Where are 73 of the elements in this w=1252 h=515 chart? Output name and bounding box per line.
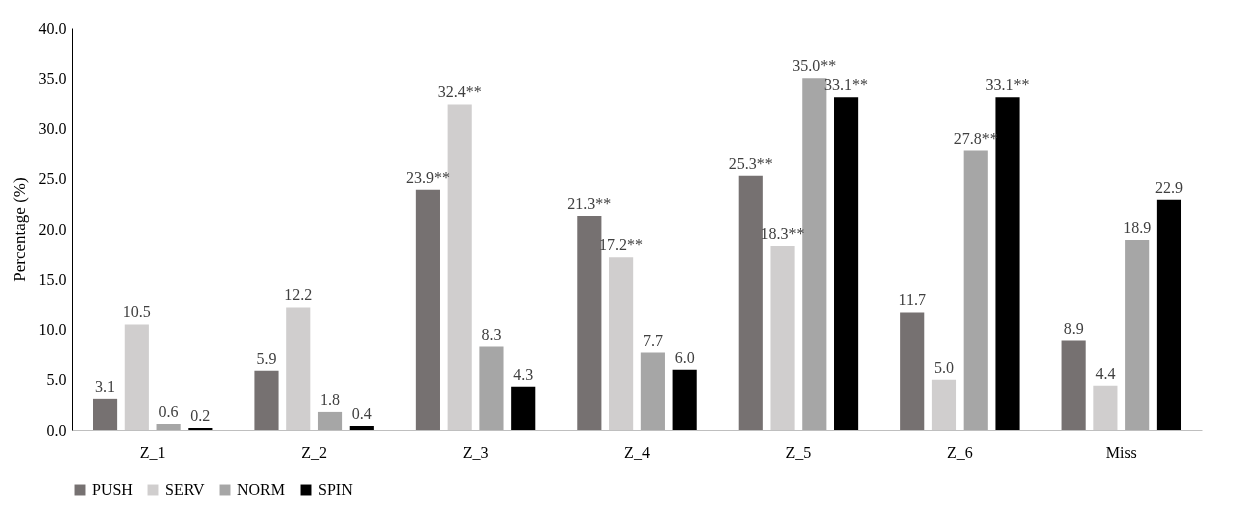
data-label: 22.9 [1154, 178, 1183, 196]
legend-label: SERV [165, 481, 206, 498]
data-label: 8.9 [1063, 319, 1084, 337]
data-label: 7.7 [642, 331, 663, 349]
data-label: 4.3 [513, 365, 534, 383]
data-label: 8.3 [481, 325, 502, 343]
y-tick-label: 15.0 [38, 270, 67, 288]
bar [188, 427, 213, 430]
y-tick-label: 25.0 [38, 170, 67, 188]
data-label: 5.9 [256, 349, 277, 367]
data-label: 33.1** [985, 76, 1030, 94]
bar [124, 324, 149, 430]
legend-label: SPIN [318, 481, 354, 498]
bar [479, 346, 504, 430]
bar [995, 97, 1020, 430]
bar [92, 398, 118, 430]
x-tick-label: Z_3 [462, 443, 489, 461]
data-label: 12.2 [284, 286, 313, 304]
x-tick-label: Z_5 [785, 443, 812, 461]
data-label: 32.4** [437, 83, 482, 101]
data-label: 0.4 [351, 404, 372, 422]
y-tick-label: 35.0 [38, 69, 67, 87]
data-label: 33.1** [824, 76, 869, 94]
bar [447, 104, 472, 430]
data-label: 35.0** [792, 57, 837, 75]
bar [672, 369, 697, 430]
data-label: 23.9** [405, 168, 450, 186]
bar [834, 97, 859, 430]
data-label: 3.1 [95, 377, 116, 395]
y-tick-label: 5.0 [46, 371, 67, 389]
bar [156, 423, 181, 430]
data-label: 21.3** [567, 194, 612, 212]
x-tick-label: Miss [1105, 443, 1137, 461]
legend-label: NORM [237, 481, 286, 498]
bar [1156, 199, 1182, 430]
bar [738, 175, 763, 430]
bar [511, 386, 536, 430]
bar [349, 425, 374, 430]
legend-label: PUSH [92, 481, 134, 498]
y-tick-label: 0.0 [46, 421, 67, 439]
bar [577, 215, 602, 430]
bar [609, 257, 634, 430]
y-tick-label: 40.0 [38, 19, 67, 37]
data-label: 5.0 [933, 358, 954, 376]
y-tick-label: 10.0 [38, 321, 67, 338]
bar [931, 379, 957, 430]
data-label: 11.7 [898, 291, 926, 309]
data-label: 4.4 [1095, 364, 1116, 382]
bar [640, 352, 665, 430]
y-tick-label: 20.0 [38, 220, 67, 238]
bar [1093, 385, 1118, 430]
data-label: 0.6 [158, 402, 179, 420]
data-label: 18.9 [1123, 219, 1152, 237]
x-tick-label: Z_2 [301, 443, 328, 461]
data-label: 1.8 [320, 390, 341, 408]
bar [1061, 340, 1086, 430]
data-label: 0.2 [190, 406, 211, 424]
bar [254, 370, 279, 430]
data-label: 10.5 [122, 303, 151, 321]
bar [286, 307, 311, 430]
bar [770, 246, 795, 430]
data-label: 6.0 [674, 348, 695, 366]
bar [1125, 240, 1150, 430]
x-tick-label: Z_6 [946, 443, 973, 461]
bar [963, 150, 988, 430]
bar [317, 411, 343, 430]
x-tick-label: Z_4 [624, 443, 650, 461]
data-label: 25.3** [728, 154, 773, 172]
x-tick-label: Z_1 [139, 443, 166, 461]
bar [415, 189, 440, 430]
bar [900, 312, 925, 430]
y-axis-title: Percentage (%) [9, 177, 29, 282]
y-tick-label: 30.0 [38, 120, 67, 137]
